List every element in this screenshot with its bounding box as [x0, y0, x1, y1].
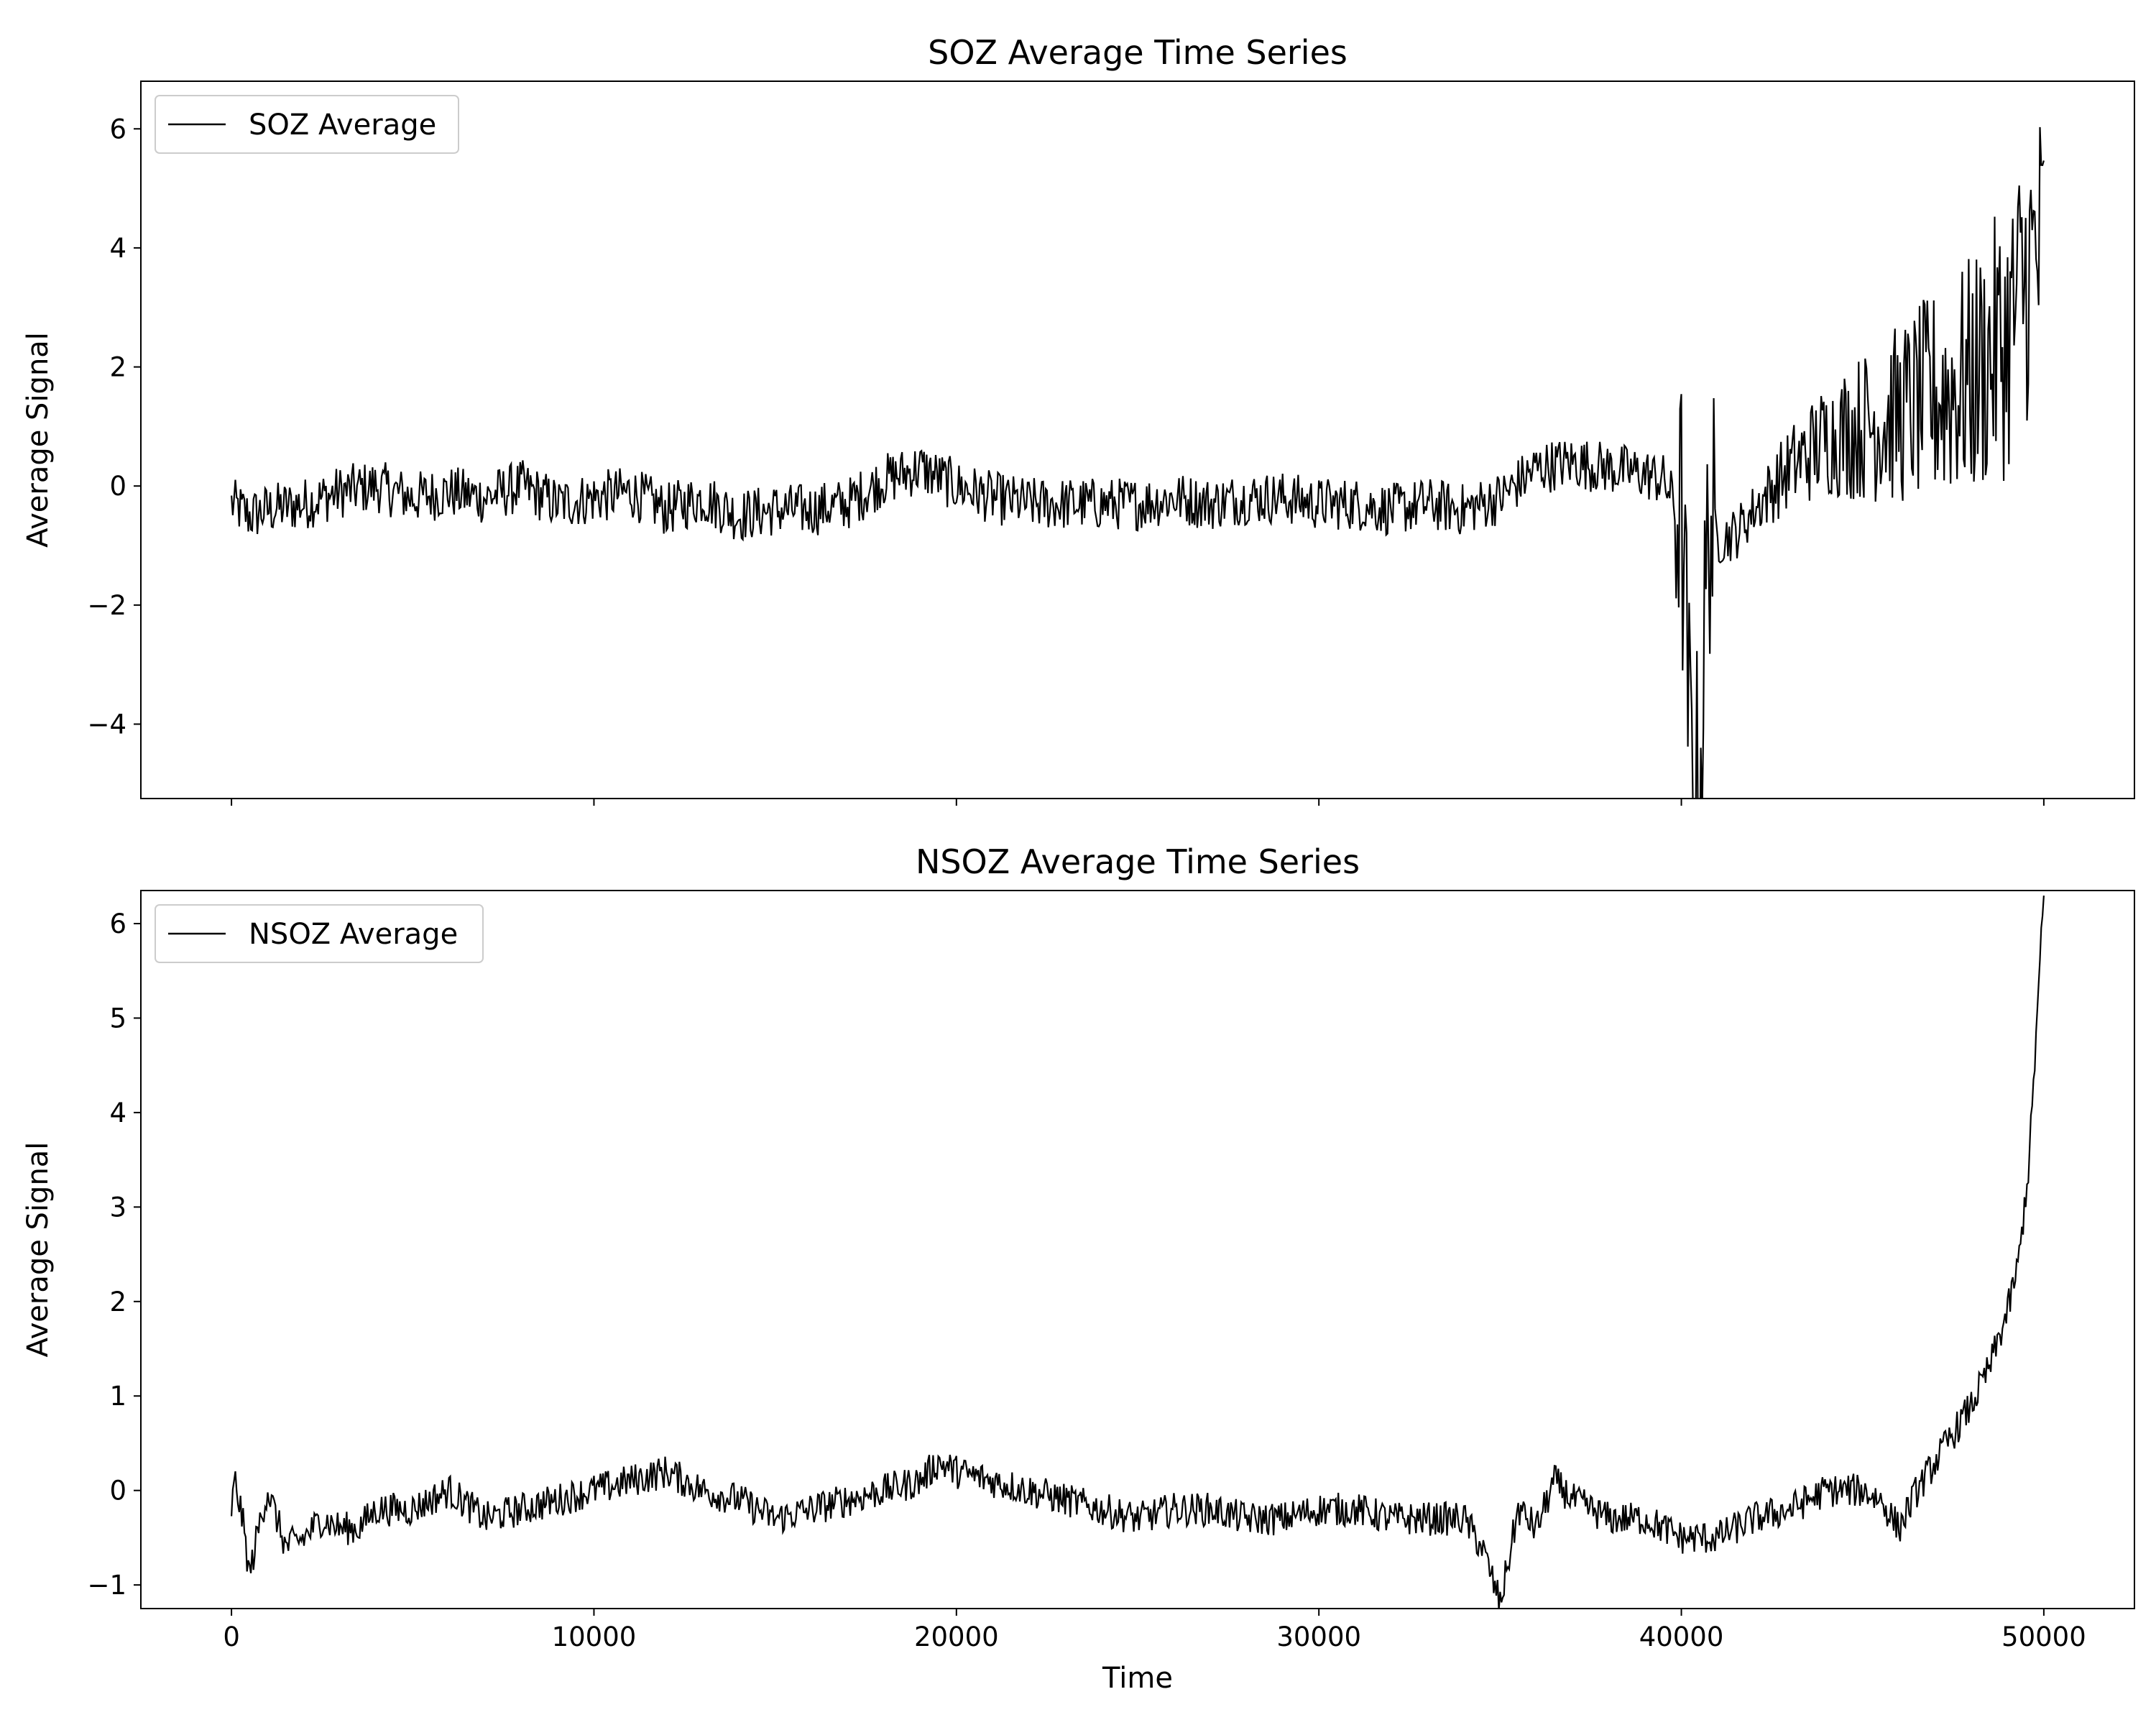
nsoz-y-tick-label: 4	[109, 1098, 126, 1128]
nsoz-x-axis-label: Time	[1102, 1662, 1173, 1695]
nsoz-y-tick-label: 1	[109, 1381, 126, 1412]
soz-y-tick-label: 0	[109, 471, 126, 502]
nsoz-y-tick-label: 6	[109, 908, 126, 939]
soz-legend: SOZ Average	[155, 95, 459, 154]
nsoz-legend-label: NSOZ Average	[249, 918, 458, 951]
nsoz-y-axis-label: Average Signal	[22, 1142, 55, 1358]
nsoz-legend: NSOZ Average	[155, 904, 484, 963]
soz-chart-title: SOZ Average Time Series	[928, 33, 1348, 72]
soz-plot-frame	[140, 80, 2135, 799]
nsoz-x-tick-label: 0	[223, 1622, 240, 1652]
soz-y-axis-label: Average Signal	[22, 332, 55, 548]
nsoz-x-tick-label: 40000	[1639, 1622, 1724, 1652]
nsoz-chart-title: NSOZ Average Time Series	[916, 842, 1360, 881]
nsoz-x-tick-label: 30000	[1276, 1622, 1361, 1652]
soz-y-tick-label: −2	[87, 590, 126, 621]
soz-y-tick-label: 2	[109, 352, 126, 383]
soz-y-tick-label: −4	[87, 709, 126, 740]
nsoz-y-tick-label: 0	[109, 1476, 126, 1506]
soz-y-tick-label: 4	[109, 233, 126, 264]
nsoz-series-line	[231, 896, 2045, 1609]
soz-legend-label: SOZ Average	[249, 109, 436, 142]
nsoz-legend-frame	[155, 904, 484, 963]
nsoz-panel: NSOZ Average Time Series Average Signal …	[22, 842, 2135, 1695]
nsoz-y-tick-label: −1	[87, 1570, 126, 1601]
nsoz-x-tick-label: 10000	[552, 1622, 637, 1652]
nsoz-x-tick-label: 20000	[914, 1622, 999, 1652]
nsoz-x-tick-label: 50000	[2001, 1622, 2086, 1652]
nsoz-y-tick-label: 3	[109, 1192, 126, 1223]
nsoz-y-tick-label: 2	[109, 1287, 126, 1317]
soz-panel: SOZ Average Time Series Average Signal −…	[22, 33, 2135, 806]
soz-y-tick-label: 6	[109, 114, 126, 144]
soz-legend-frame	[155, 95, 459, 154]
soz-series-line	[231, 126, 2045, 799]
nsoz-y-tick-label: 5	[109, 1003, 126, 1034]
nsoz-plot-frame	[140, 890, 2135, 1609]
